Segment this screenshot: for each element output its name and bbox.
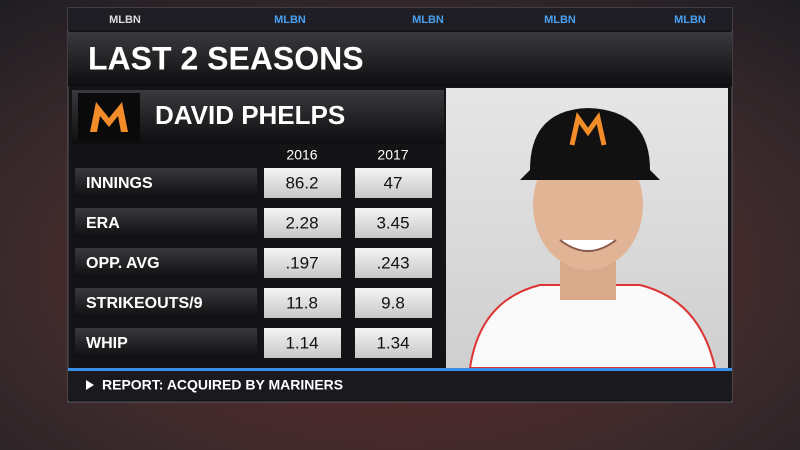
logo-box bbox=[78, 93, 140, 141]
team-logo bbox=[90, 102, 128, 132]
tab-bar bbox=[68, 8, 732, 30]
row-label: ERA bbox=[86, 215, 120, 232]
row-label-bar bbox=[75, 168, 257, 198]
row-label: OPP. AVG bbox=[86, 255, 160, 272]
value-box bbox=[355, 328, 432, 358]
stats-table: 2016 2017 INNINGS 86.2 47 ERA 2.28 3.45 OPP. AVG… bbox=[75, 147, 432, 358]
value: 1.34 bbox=[376, 333, 409, 352]
value-box bbox=[264, 168, 341, 198]
value-box bbox=[355, 208, 432, 238]
tab-label: MLBN bbox=[674, 14, 706, 26]
footer-bar bbox=[68, 370, 732, 400]
value: 3.45 bbox=[376, 213, 409, 232]
value-box bbox=[264, 208, 341, 238]
tab-label: MLBN bbox=[109, 14, 141, 26]
column-header: 2017 bbox=[377, 147, 408, 163]
column-header: 2016 bbox=[286, 147, 317, 163]
value-box bbox=[355, 288, 432, 318]
value-box bbox=[264, 248, 341, 278]
tab-label: MLBN bbox=[274, 14, 306, 26]
value: 86.2 bbox=[285, 173, 318, 192]
value: 2.28 bbox=[285, 213, 318, 232]
tab-label: MLBN bbox=[412, 14, 444, 26]
value: 9.8 bbox=[381, 293, 405, 312]
title: LAST 2 SEASONS bbox=[88, 40, 364, 76]
row-label: WHIP bbox=[86, 335, 128, 352]
title-bar bbox=[68, 32, 732, 86]
tab-label: MLBN bbox=[544, 14, 576, 26]
value: 1.14 bbox=[285, 333, 318, 352]
row-label: STRIKEOUTS/9 bbox=[86, 295, 203, 312]
footer-accent bbox=[68, 368, 732, 371]
value-box bbox=[355, 248, 432, 278]
row-label: INNINGS bbox=[86, 175, 153, 192]
value-box bbox=[264, 288, 341, 318]
tab-group: MLBN MLBN MLBN MLBN MLBN bbox=[109, 14, 706, 26]
value: 11.8 bbox=[286, 293, 318, 312]
row-label-bar bbox=[75, 248, 257, 278]
player-name: DAVID PHELPS bbox=[155, 100, 345, 130]
row-label-bar bbox=[75, 328, 257, 358]
footer-text: REPORT: ACQUIRED BY MARINERS bbox=[102, 377, 343, 393]
value: .197 bbox=[285, 253, 318, 272]
player-figure bbox=[468, 108, 717, 369]
row-label-bar bbox=[75, 288, 257, 318]
value-box bbox=[264, 328, 341, 358]
row-label-bar bbox=[75, 208, 257, 238]
play-icon bbox=[86, 380, 94, 390]
value-box bbox=[355, 168, 432, 198]
value: 47 bbox=[384, 173, 403, 192]
value: .243 bbox=[376, 253, 409, 272]
